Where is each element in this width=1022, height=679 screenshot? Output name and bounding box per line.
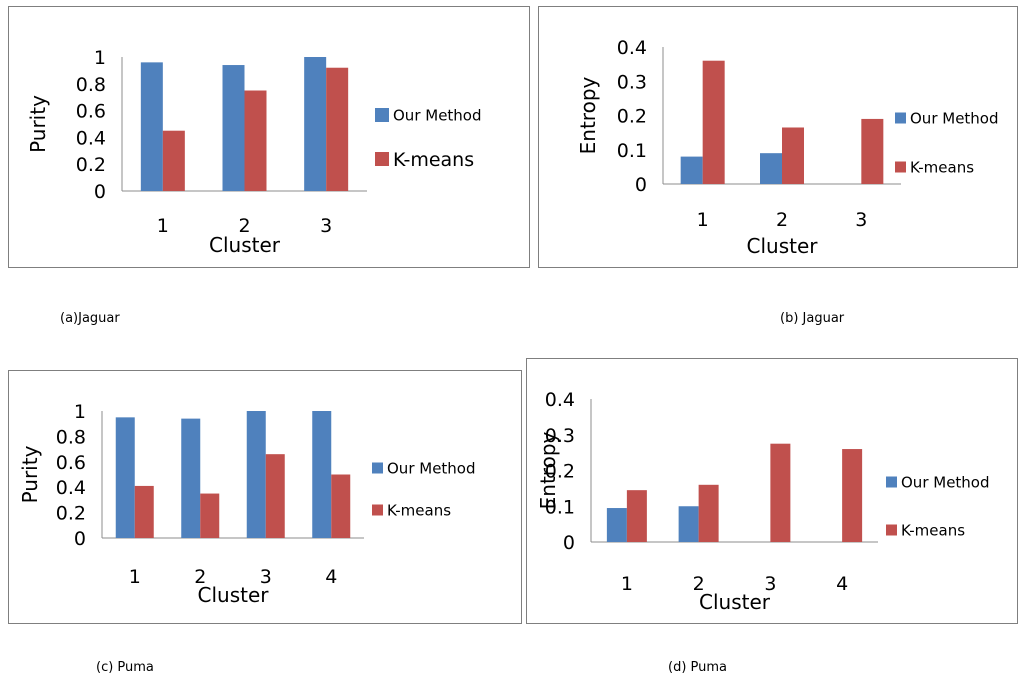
bar-kmeans-cluster-1 [626,490,647,542]
bar-kmeans-cluster-1 [162,130,185,191]
y-tick-label: 0.2 [76,154,106,176]
chart-panel-c: 0 0.2 0.4 0.6 0.8 1 1 2 3 4 Cluster Purity Our Metho… [8,370,522,624]
bar-kmeans-cluster-3 [861,118,884,184]
bar-our-method-cluster-1 [115,417,135,538]
legend-swatch-our-method [886,476,897,488]
legend-swatch-our-method [372,462,383,474]
x-axis-title: Cluster [699,590,771,614]
bar-kmeans-cluster-4 [842,449,863,542]
bar-our-method-cluster-1 [140,62,163,191]
y-tick-label: 0 [563,532,575,554]
bar-kmeans-cluster-2 [698,484,719,542]
legend-label-our-method: Our Method [910,109,999,127]
x-tick-label: 2 [238,215,250,237]
y-tick-label: 0.1 [617,140,647,162]
y-tick-label: 0.8 [76,74,106,96]
bar-our-method-cluster-3 [246,411,266,538]
legend-label-our-method: Our Method [387,459,476,477]
bar-our-method-cluster-2 [181,418,201,538]
bar-our-method-cluster-2 [760,153,782,184]
y-tick-label: 0.6 [56,452,86,474]
x-tick-label: 3 [764,573,776,595]
y-axis-title: Purity [26,95,50,153]
bar-our-method-cluster-4 [312,411,332,538]
y-tick-label: 0.2 [617,106,647,128]
legend-swatch-our-method [895,112,906,124]
chart-svg-a: 0 0.2 0.4 0.6 0.8 1 1 2 3 Cluster Purity Our Method… [26,47,482,257]
caption-b: (b) Jaguar [780,311,845,326]
bar-kmeans-cluster-3 [770,443,791,542]
x-tick-label: 2 [693,573,705,595]
x-tick-label: 3 [855,209,867,231]
y-tick-label: 0.4 [76,127,106,149]
legend-label-kmeans: K-means [393,149,474,171]
bar-our-method-cluster-2 [222,65,245,191]
y-axis-title: Entropy [576,76,600,154]
y-tick-label: 0.1 [545,496,575,518]
legend-swatch-our-method [375,108,389,122]
x-tick-label: 1 [697,209,709,231]
chart-panel-b: 0 0.1 0.2 0.3 0.4 1 2 3 Cluster Entropy Our Method… [538,6,1018,268]
x-tick-label: 1 [621,573,633,595]
bar-kmeans-cluster-2 [782,127,804,184]
x-tick-label: 2 [194,566,206,588]
x-tick-label: 1 [129,566,141,588]
bar-kmeans-cluster-2 [244,90,267,191]
caption-c: (c) Puma [96,660,154,675]
y-tick-label: 0 [94,181,106,203]
y-tick-label: 0 [74,528,86,550]
y-tick-label: 0.4 [617,37,647,59]
x-tick-label: 3 [260,566,272,588]
x-tick-label: 4 [836,573,848,595]
legend-swatch-kmeans [372,504,383,516]
caption-d: (d) Puma [668,660,728,675]
bar-kmeans-cluster-3 [265,454,285,538]
bar-our-method-cluster-3 [304,57,327,191]
chart-svg-c: 0 0.2 0.4 0.6 0.8 1 1 2 3 4 Cluster Purity Our Metho… [18,401,476,607]
bar-kmeans-cluster-2 [200,493,220,538]
y-tick-label: 1 [74,401,86,423]
legend-label-kmeans: K-means [387,501,451,519]
x-tick-label: 2 [776,209,788,231]
bar-kmeans-cluster-1 [702,60,725,185]
y-tick-label: 0.3 [617,71,647,93]
bar-kmeans-cluster-4 [331,474,351,538]
y-tick-label: 0.4 [545,389,575,411]
y-tick-label: 0 [635,174,647,196]
bar-our-method-cluster-1 [606,508,627,542]
legend-label-kmeans: K-means [901,521,965,539]
legend-swatch-kmeans [886,524,897,536]
x-tick-label: 1 [157,215,169,237]
y-tick-label: 0.4 [56,477,86,499]
legend-label-our-method: Our Method [901,473,990,491]
bar-our-method-cluster-1 [680,156,703,184]
y-tick-label: 0.2 [545,461,575,483]
x-axis-title: Cluster [198,583,270,607]
y-tick-label: 0.6 [76,101,106,123]
y-tick-label: 0.8 [56,426,86,448]
chart-panel-a: 0 0.2 0.4 0.6 0.8 1 1 2 3 Cluster Purity Our Method… [8,6,530,268]
x-axis-title: Cluster [209,233,281,257]
x-tick-label: 3 [320,215,332,237]
legend-label-kmeans: K-means [910,158,974,176]
y-tick-label: 1 [94,47,106,69]
chart-svg-b: 0 0.1 0.2 0.3 0.4 1 2 3 Cluster Entropy Our Method… [576,37,999,258]
bar-kmeans-cluster-1 [134,485,154,538]
legend-swatch-kmeans [375,152,389,166]
bar-kmeans-cluster-3 [326,67,349,191]
legend-swatch-kmeans [895,161,906,173]
caption-a: (a)Jaguar [60,311,120,326]
x-axis-title: Cluster [747,234,819,258]
chart-panel-d: 0 0.1 0.2 0.3 0.4 1 2 3 4 Cluster Entropy Our Metho… [526,358,1018,624]
y-tick-label: 0.2 [56,503,86,525]
legend-label-our-method: Our Method [393,106,482,124]
x-tick-label: 4 [325,566,337,588]
bar-our-method-cluster-2 [678,506,699,542]
y-axis-title: Purity [18,445,42,503]
chart-svg-d: 0 0.1 0.2 0.3 0.4 1 2 3 4 Cluster Entropy Our Metho… [536,389,990,614]
y-axis-title: Entropy [536,431,560,509]
y-tick-label: 0.3 [545,425,575,447]
